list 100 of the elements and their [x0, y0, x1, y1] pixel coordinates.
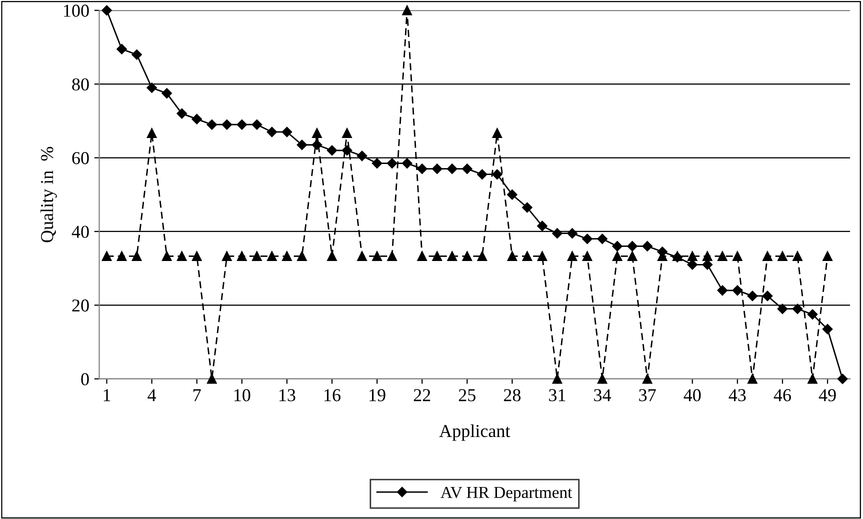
point: [372, 251, 382, 262]
point: [837, 374, 848, 384]
y-tick-label: 80: [72, 78, 89, 91]
point: [402, 6, 412, 16]
point: [507, 251, 518, 262]
y-tick-label: 20: [72, 299, 89, 312]
y-tick-label: 40: [72, 226, 89, 238]
point: [416, 164, 428, 174]
point: [266, 126, 278, 138]
point: [462, 164, 472, 174]
x-tick-label: 7: [194, 389, 201, 402]
x-axis-title: Applicant: [439, 424, 510, 441]
point: [792, 304, 803, 314]
point: [342, 145, 352, 156]
point: [296, 140, 308, 150]
point: [627, 251, 638, 262]
point: [567, 251, 578, 262]
point: [492, 128, 502, 138]
point: [522, 202, 532, 213]
point: [642, 374, 652, 384]
point: [297, 251, 307, 262]
point: [702, 251, 712, 262]
point: [252, 251, 262, 262]
point: [447, 251, 457, 262]
point: [537, 220, 548, 232]
point: [132, 251, 142, 262]
x-tick-label: 31: [549, 389, 566, 402]
point: [822, 251, 832, 262]
point: [192, 251, 202, 262]
point: [762, 251, 772, 262]
point: [432, 164, 442, 174]
point: [386, 158, 398, 168]
point: [192, 114, 202, 124]
point: [732, 251, 742, 262]
point: [312, 140, 322, 150]
point: [777, 304, 788, 314]
point: [792, 251, 802, 262]
x-tick-label: 13: [280, 389, 296, 402]
point: [282, 126, 292, 138]
point: [808, 374, 818, 384]
x-tick-label: 25: [458, 389, 476, 402]
point: [582, 234, 592, 244]
point: [402, 158, 412, 168]
point: [116, 44, 127, 54]
y-tick-label: 100: [64, 4, 89, 17]
x-tick-label: 16: [324, 389, 340, 402]
x-tick-label: 4: [148, 389, 156, 402]
x-tick-label: 10: [234, 389, 250, 402]
point: [387, 251, 397, 262]
point: [642, 241, 652, 252]
point: [432, 251, 442, 262]
point: [176, 108, 187, 119]
y-tick-label: 0: [81, 373, 89, 386]
point: [267, 251, 277, 262]
x-tick-label: 28: [504, 389, 521, 402]
point: [522, 251, 532, 262]
legend-label: AV HR Department: [440, 486, 572, 502]
point: [747, 290, 758, 302]
point: [748, 374, 758, 384]
point: [102, 5, 112, 16]
point: [597, 234, 608, 244]
x-tick-label: 37: [639, 389, 656, 402]
point: [162, 251, 172, 262]
point: [552, 228, 562, 238]
point: [176, 251, 187, 262]
point: [116, 251, 127, 262]
point: [206, 120, 217, 130]
x-tick-label: 49: [818, 389, 836, 402]
point: [222, 251, 232, 262]
point: [102, 251, 112, 262]
point: [807, 309, 818, 320]
point: [282, 251, 292, 262]
point: [762, 290, 773, 302]
point: [252, 120, 262, 130]
point: [132, 49, 142, 60]
point: [327, 251, 337, 262]
point: [597, 374, 608, 384]
point: [688, 251, 698, 262]
point: [342, 128, 352, 138]
point: [146, 128, 157, 138]
point: [627, 241, 638, 252]
point: [477, 169, 488, 180]
point: [492, 169, 502, 180]
x-tick-label: 46: [774, 389, 791, 402]
point: [582, 251, 592, 262]
x-tick-label: 34: [594, 389, 612, 402]
point: [237, 251, 247, 262]
point: [477, 251, 488, 262]
x-tick-label: 19: [370, 389, 386, 402]
point: [612, 251, 622, 262]
y-tick-label: 60: [72, 152, 89, 164]
point: [537, 251, 548, 262]
point: [507, 190, 518, 200]
point: [687, 260, 698, 270]
point: [447, 164, 458, 174]
point: [732, 285, 743, 296]
point: [822, 324, 833, 334]
point: [702, 260, 713, 270]
x-tick-label: 22: [414, 389, 430, 402]
point: [162, 88, 172, 98]
